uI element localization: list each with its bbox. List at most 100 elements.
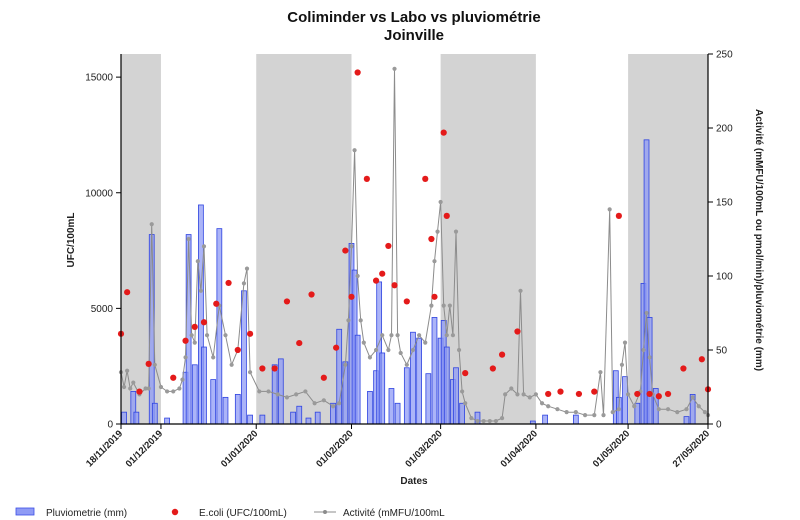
left-tick-label: 0 — [107, 420, 113, 431]
ecoli-point — [182, 337, 189, 344]
ecoli-point — [655, 393, 662, 400]
rain-bar — [683, 416, 690, 425]
right-tick-label: 150 — [716, 198, 733, 209]
activity-point — [684, 407, 689, 412]
rain-bar — [379, 352, 386, 425]
activity-point — [656, 407, 661, 412]
activity-point — [447, 303, 452, 308]
ecoli-point — [124, 289, 131, 296]
activity-point — [555, 407, 560, 412]
ecoli-point — [545, 390, 552, 398]
activity-point — [389, 333, 394, 338]
rain-bar — [241, 290, 247, 425]
right-tick-label: 50 — [716, 346, 728, 357]
activity-point — [641, 347, 646, 353]
chart-title: Coliminder vs Labo vs pluviométrie — [287, 9, 540, 26]
activity-point — [149, 222, 154, 227]
activity-point — [475, 418, 480, 424]
activity-point — [131, 380, 136, 385]
x-tick-label: 01/02/2020 — [314, 428, 355, 469]
activity-point — [647, 355, 652, 360]
activity-point — [417, 333, 422, 338]
ecoli-point — [136, 388, 143, 395]
rain-bar — [394, 402, 401, 425]
ecoli-point — [385, 242, 392, 250]
ecoli-point — [557, 388, 564, 395]
ecoli-point — [145, 360, 152, 367]
ecoli-point — [191, 323, 198, 330]
activity-point — [121, 384, 127, 390]
activity-point — [696, 404, 701, 409]
activity-point — [539, 401, 545, 406]
rain-bar — [151, 402, 158, 425]
activity-point — [352, 148, 357, 153]
ecoli-point — [498, 351, 506, 358]
shaded-period — [121, 54, 161, 424]
x-tick-label: 01/12/2019 — [124, 428, 165, 469]
ecoli-point — [698, 356, 705, 363]
rain-bar — [416, 337, 422, 425]
ecoli-point — [591, 388, 598, 395]
activity-point — [456, 347, 462, 353]
ecoli-point — [234, 346, 241, 354]
activity-point — [460, 389, 465, 394]
rain-bar — [216, 228, 223, 425]
y-left-axis-label: UFC/100mL — [66, 212, 77, 267]
activity-point — [346, 318, 351, 323]
activity-point — [312, 401, 317, 406]
rain-bar — [210, 379, 217, 425]
shaded-period — [628, 54, 708, 424]
rain-bar — [164, 417, 170, 425]
activity-point — [186, 236, 191, 242]
y-right-axis-label: Activité (mMFU/100mL ou pmol/min)/pluvio… — [753, 109, 764, 371]
rain-bar — [259, 414, 266, 425]
activity-point — [303, 389, 308, 394]
activity-point — [503, 392, 508, 397]
activity-point — [192, 340, 197, 345]
activity-point — [241, 281, 247, 286]
rain-bar — [572, 414, 579, 425]
rain-bar — [403, 367, 410, 425]
chart-subtitle: Joinville — [384, 27, 444, 44]
ecoli-point — [354, 69, 361, 76]
activity-point — [438, 199, 443, 205]
rain-bar — [443, 346, 450, 425]
activity-point — [146, 386, 151, 391]
activity-point — [358, 318, 363, 323]
ecoli-point — [308, 291, 315, 298]
activity-point — [404, 362, 409, 367]
activity-point — [294, 392, 299, 397]
left-axis-ticks: 0 5000 10000 15000 — [85, 73, 121, 431]
ecoli-point — [615, 212, 622, 219]
activity-point — [244, 266, 250, 271]
rain-bar — [622, 376, 628, 425]
rain-bar — [277, 358, 284, 425]
activity-point — [177, 386, 182, 391]
left-tick-label: 5000 — [91, 304, 114, 315]
activity-point — [573, 410, 578, 415]
ecoli-point — [634, 390, 641, 398]
activity-point — [373, 347, 379, 353]
rain-bar — [234, 393, 241, 425]
legend-rain-label: Pluviometrie (mm) — [46, 508, 127, 519]
activity-point — [610, 410, 615, 415]
legend-ecoli-label: E.coli (UFC/100mL) — [199, 508, 287, 519]
ecoli-point — [379, 270, 386, 277]
right-tick-label: 200 — [716, 124, 733, 135]
activity-point — [257, 389, 262, 394]
activity-point — [601, 413, 606, 418]
activity-point — [392, 66, 397, 71]
ecoli-point — [664, 390, 672, 398]
activity-point — [361, 340, 366, 345]
ecoli-point — [575, 390, 583, 398]
activity-point — [533, 392, 538, 397]
ecoli-point — [283, 298, 291, 305]
rain-bar — [185, 234, 192, 425]
ecoli-point — [403, 298, 410, 305]
ecoli-point — [348, 293, 355, 300]
activity-point — [582, 413, 588, 418]
activity-point — [598, 370, 603, 375]
shaded-period — [256, 54, 352, 424]
activity-point — [453, 229, 459, 234]
activity-point — [201, 244, 207, 249]
